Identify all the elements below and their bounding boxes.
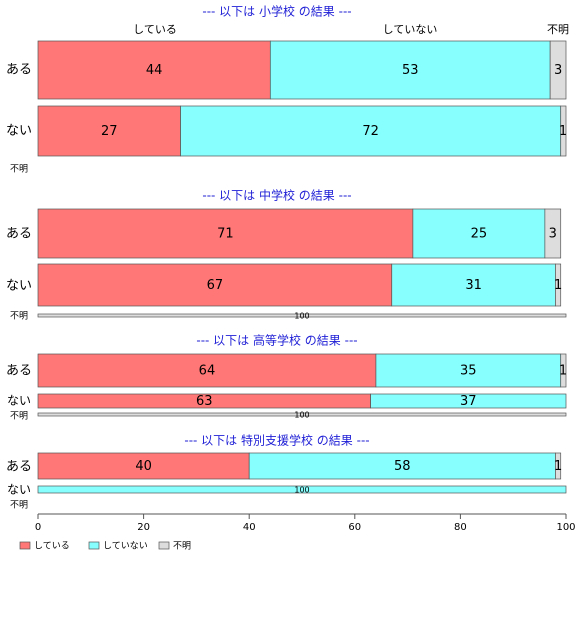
legend-label: 不明 — [173, 541, 191, 552]
category-label: 不明 — [10, 311, 28, 322]
data-label: 31 — [465, 278, 482, 293]
bar-segment-unknown — [555, 452, 562, 480]
column-header: 不明 — [547, 23, 569, 36]
category-label: ある — [6, 460, 32, 475]
legend-label: している — [34, 541, 70, 552]
x-tick-label: 80 — [454, 522, 467, 533]
category-label: ない — [6, 279, 32, 294]
data-label: 67 — [207, 278, 224, 293]
column-header: している — [133, 23, 177, 36]
bar-segment-not-doing — [269, 40, 551, 100]
bar-segment-unknown — [560, 353, 567, 388]
data-label: 58 — [394, 459, 411, 474]
bar-segment-unknown — [37, 412, 567, 417]
category-label: ある — [6, 364, 32, 379]
data-label: 1 — [559, 124, 567, 139]
bar-segment-doing — [37, 40, 271, 100]
legend-label: していない — [103, 541, 148, 552]
category-label: ない — [7, 483, 31, 497]
bar-segment-doing — [37, 353, 377, 388]
category-label: ない — [7, 394, 31, 408]
data-label: 1 — [554, 278, 562, 293]
bar-segment-not-doing — [412, 208, 546, 259]
category-label: 不明 — [10, 411, 28, 422]
bar-segment-unknown — [560, 105, 567, 157]
category-label: ある — [6, 227, 32, 242]
data-label: 100 — [294, 411, 309, 420]
data-label: 71 — [217, 227, 234, 242]
data-label: 40 — [135, 459, 152, 474]
x-tick-label: 40 — [243, 522, 256, 533]
bar-segment-doing — [37, 452, 250, 480]
data-label: 100 — [294, 486, 309, 495]
data-label: 64 — [199, 364, 216, 379]
data-label: 44 — [146, 63, 163, 78]
bar-segment-not-doing — [375, 353, 562, 388]
panel-title: --- 以下は 特別支援学校 の結果 --- — [184, 433, 369, 448]
data-label: 72 — [362, 124, 379, 139]
data-label: 3 — [554, 63, 562, 78]
x-tick-label: 100 — [556, 522, 575, 533]
data-label: 25 — [471, 227, 488, 242]
bar-segment-doing — [37, 105, 181, 157]
data-label: 3 — [549, 227, 557, 242]
bar-segment-doing — [37, 208, 414, 259]
legend-swatch — [158, 541, 170, 550]
category-label: ない — [6, 124, 32, 139]
legend-swatch — [19, 541, 31, 550]
bar-segment-not-doing — [370, 393, 567, 409]
category-label: 不明 — [10, 164, 28, 175]
bar-segment-not-doing — [37, 485, 567, 494]
panel-title: --- 以下は 中学校 の結果 --- — [202, 188, 351, 203]
data-label: 1 — [554, 459, 562, 474]
data-label: 1 — [559, 364, 567, 379]
category-label: ある — [6, 63, 32, 78]
bar-segment-doing — [37, 263, 393, 307]
bar-segment-not-doing — [391, 263, 556, 307]
x-tick-label: 20 — [137, 522, 150, 533]
data-label: 37 — [460, 394, 477, 409]
legend-swatch — [88, 541, 100, 550]
data-label: 63 — [196, 394, 213, 409]
panel-title: --- 以下は 小学校 の結果 --- — [202, 4, 351, 19]
data-label: 100 — [294, 312, 309, 321]
bar-segment-unknown — [544, 208, 562, 259]
data-label: 27 — [101, 124, 118, 139]
bar-segment-not-doing — [180, 105, 562, 157]
bar-segment-unknown — [555, 263, 562, 307]
x-tick-label: 0 — [35, 522, 41, 533]
bar-segment-not-doing — [248, 452, 556, 480]
data-label: 53 — [402, 63, 419, 78]
column-header: していない — [383, 23, 438, 36]
x-tick-label: 60 — [348, 522, 361, 533]
panel-title: --- 以下は 高等学校 の結果 --- — [196, 333, 357, 348]
category-label: 不明 — [10, 500, 28, 511]
bar-segment-unknown — [37, 313, 567, 318]
bar-segment-unknown — [549, 40, 567, 100]
data-label: 35 — [460, 364, 477, 379]
